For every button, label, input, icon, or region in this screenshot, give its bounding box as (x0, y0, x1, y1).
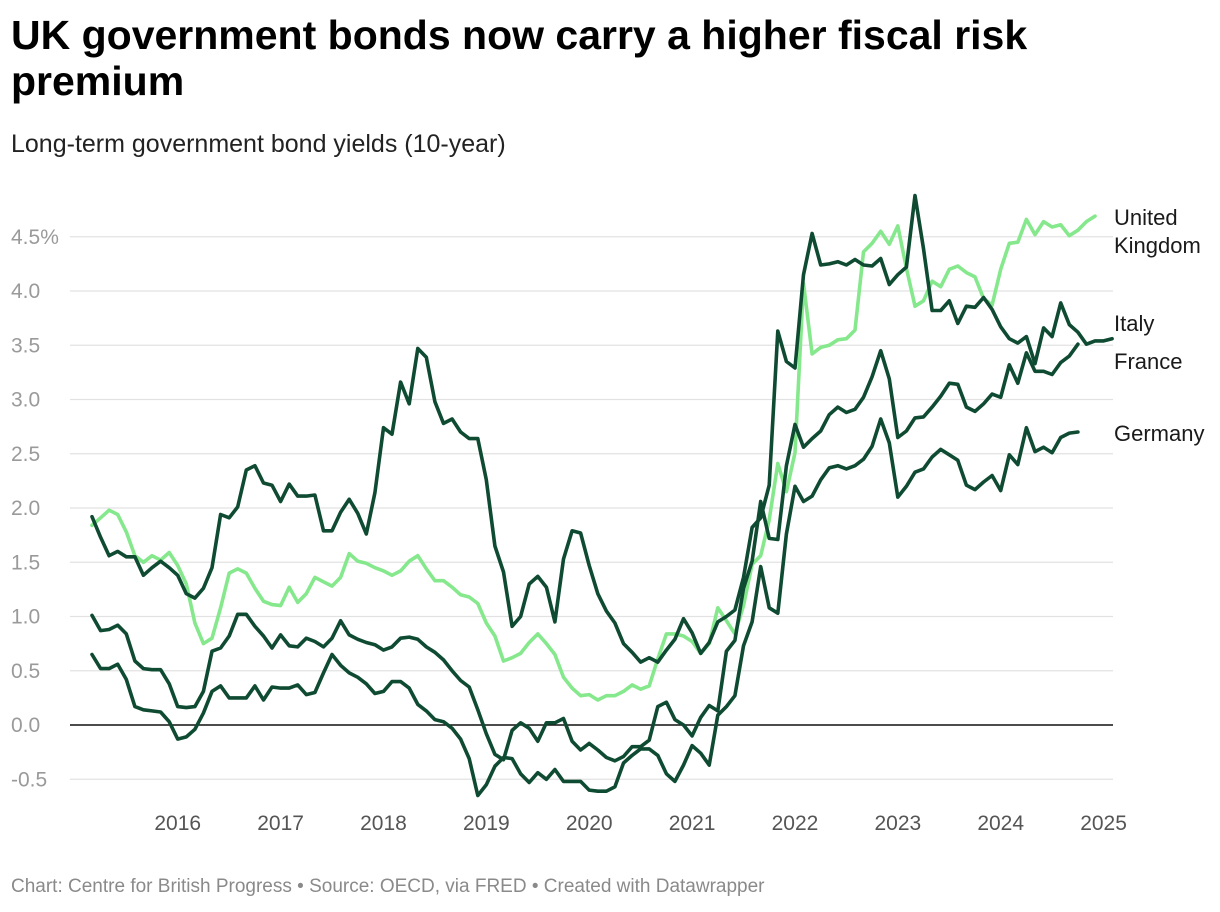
y-tick-label: 4.0 (11, 280, 40, 303)
chart-title: UK government bonds now carry a higher f… (11, 12, 1028, 104)
x-tick-label: 2021 (669, 812, 716, 835)
y-tick-label: 1.5 (11, 551, 40, 574)
y-tick-label: 3.0 (11, 389, 40, 412)
x-tick-label: 2024 (977, 812, 1024, 835)
series-line-united-kingdom (90, 214, 1097, 702)
chart-footer: Chart: Centre for British Progress • Sou… (11, 876, 765, 897)
y-tick-label: 2.0 (11, 497, 40, 520)
y-tick-label: 4.5% (11, 226, 59, 249)
x-tick-label: 2016 (154, 812, 201, 835)
chart-subtitle: Long-term government bond yields (10-yea… (11, 130, 506, 158)
x-tick-label: 2023 (874, 812, 921, 835)
y-tick-label: 2.5 (11, 443, 40, 466)
x-axis-ticks: 2016 2017 2018 2019 2020 2021 2022 2023 2024 2025 (154, 812, 1127, 835)
series-lines (90, 193, 1114, 798)
series-label-germany: Germany (1114, 421, 1204, 446)
series-line-france (90, 342, 1080, 763)
series-label-italy: Italy (1114, 311, 1154, 336)
y-tick-label: 0.0 (11, 714, 40, 737)
x-tick-label: 2022 (772, 812, 819, 835)
series-label-france: France (1114, 349, 1182, 374)
series-label-united-kingdom: Kingdom (1114, 233, 1201, 258)
series-line-italy (90, 193, 1114, 664)
series-line-germany (90, 417, 1080, 798)
series-label-united-kingdom: United (1114, 205, 1178, 230)
x-tick-label: 2020 (566, 812, 613, 835)
y-tick-label: 1.0 (11, 606, 40, 629)
x-tick-label: 2019 (463, 812, 510, 835)
y-tick-label: 0.5 (11, 660, 40, 683)
x-tick-label: 2025 (1080, 812, 1127, 835)
y-axis-ticks: 4.5% 4.0 3.5 3.0 2.5 2.0 1.5 1.0 0.5 0.0 -0.5 (11, 226, 59, 792)
x-tick-label: 2017 (257, 812, 304, 835)
y-tick-label: 3.5 (11, 334, 40, 357)
x-tick-label: 2018 (360, 812, 407, 835)
series-labels: United Kingdom Italy France Germany (1114, 205, 1204, 446)
y-tick-label: -0.5 (11, 768, 47, 791)
